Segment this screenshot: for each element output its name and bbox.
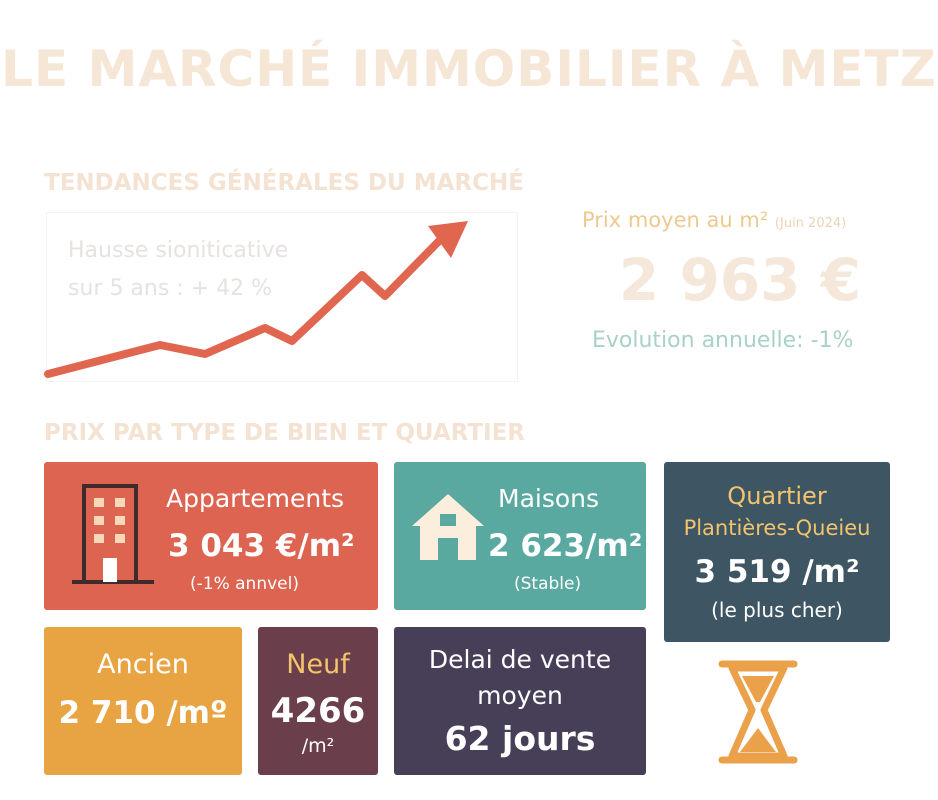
avg-price-date: (Juin 2024) — [774, 216, 847, 231]
appartements-note: (-1% annvel) — [190, 574, 299, 594]
types-heading: PRIX PAR TYPE DE BIEN ET QUARTIER — [44, 420, 525, 446]
appartements-label: Appartements — [166, 484, 345, 513]
card-ancien: Ancien 2 710 /mº — [44, 627, 242, 775]
delai-line1: Delai de vente — [428, 645, 612, 674]
quartier-label2: Plantières-Queieu — [683, 516, 871, 540]
card-appartements: Appartements 3 043 €/m² (-1% annvel) — [44, 462, 378, 610]
maisons-label: Maisons — [498, 484, 600, 513]
neuf-value: 4266 — [270, 691, 366, 731]
building-icon — [72, 484, 154, 584]
appartements-value: 3 043 €/m² — [168, 528, 355, 564]
annual-evolution: Evolution annuelle: -1% — [592, 328, 854, 353]
ancien-label: Ancien — [97, 649, 189, 680]
trend-line1: Hausse sioniticative — [68, 238, 289, 263]
house-icon — [412, 494, 484, 560]
quartier-note: (le plus cher) — [711, 598, 843, 622]
maisons-note: (Stable) — [514, 574, 582, 594]
card-delai: Delai de vente moyen 62 jours — [394, 627, 646, 775]
card-neuf: Neuf 4266 /m² — [258, 627, 378, 775]
avg-price-value: 2 963 € — [618, 246, 862, 314]
avg-price-label: Prix moyen au m² (Juin 2024) — [582, 208, 846, 232]
delai-value: 62 jours — [444, 719, 596, 758]
quartier-label1: Quartier — [727, 482, 827, 510]
avg-price-label-text: Prix moyen au m² — [582, 208, 769, 232]
ancien-value: 2 710 /mº — [58, 695, 228, 731]
hourglass-icon — [718, 660, 798, 764]
maisons-value: 2 623/m² — [488, 528, 643, 564]
trends-heading: TENDANCES GÉNÉRALES DU MARCHÉ — [44, 170, 524, 196]
delai-line2: moyen — [477, 681, 563, 710]
trend-arrow-icon — [44, 221, 468, 378]
card-quartier: Quartier Plantières-Queieu 3 519 /m² (le… — [664, 462, 890, 642]
quartier-value: 3 519 /m² — [694, 554, 860, 590]
page-title: LE MARCHÉ IMMOBILIER À METZ — [1, 40, 937, 98]
card-maisons: Maisons 2 623/m² (Stable) — [394, 462, 646, 610]
trend-line2: sur 5 ans : + 42 % — [68, 276, 273, 301]
neuf-unit: /m² — [301, 735, 335, 757]
trend-text: Hausse sioniticative sur 5 ans : + 42 % — [68, 232, 288, 308]
neuf-label: Neuf — [286, 649, 350, 680]
